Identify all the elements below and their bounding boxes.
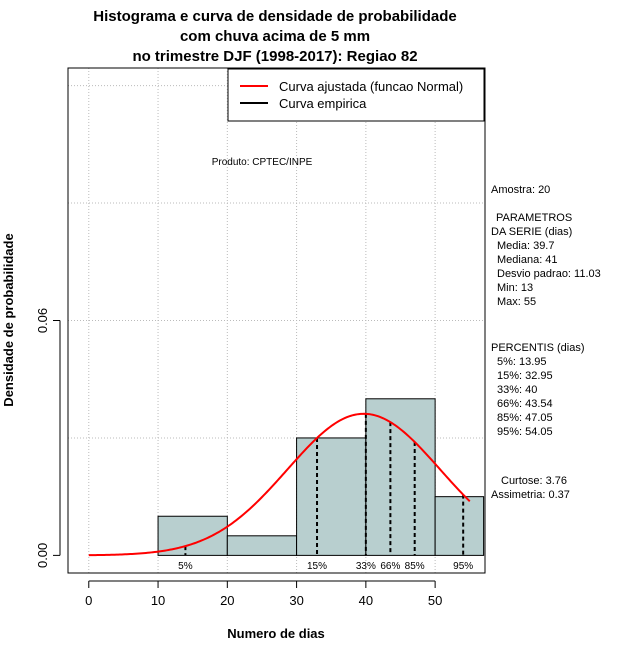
stat-media: Media: 39.7 — [497, 240, 554, 252]
legend: Curva ajustada (funcao Normal) Curva emp… — [227, 68, 485, 122]
percentile-label-1: 15% — [307, 561, 327, 572]
stat-params-title-1: PARAMETROS — [496, 212, 572, 224]
stat-p66: 66%: 43.54 — [497, 398, 553, 410]
histogram-bar-3 — [365, 398, 436, 556]
x-tick-label-2: 20 — [220, 593, 234, 608]
percentile-label-4: 85% — [405, 561, 425, 572]
stat-max: Max: 55 — [497, 296, 536, 308]
stat-percentis-title: PERCENTIS (dias) — [491, 342, 585, 354]
histogram-bar-1 — [226, 535, 298, 556]
percentile-lines: 5% 15% 33% 66% 85% 95% — [178, 413, 473, 572]
stat-p85: 85%: 47.05 — [497, 412, 553, 424]
stat-mediana: Mediana: 41 — [497, 254, 558, 266]
legend-label-normal: Curva ajustada (funcao Normal) — [279, 79, 463, 94]
x-tick-label-1: 10 — [151, 593, 165, 608]
y-tick-label-0: 0.00 — [35, 543, 50, 568]
chart-title-line-1: Histograma e curva de densidade de proba… — [93, 8, 456, 25]
histogram-bar-4 — [434, 496, 485, 556]
x-tick-label-5: 50 — [428, 593, 442, 608]
y-axis-title: Densidade de probabilidade — [1, 233, 16, 406]
stat-desvio: Desvio padrao: 11.03 — [497, 268, 601, 280]
x-axis: 0 10 20 30 40 50 — [85, 580, 442, 608]
x-tick-label-0: 0 — [85, 593, 92, 608]
percentile-label-2: 33% — [356, 561, 376, 572]
x-tick-label-4: 40 — [359, 593, 373, 608]
stat-min: Min: 13 — [497, 282, 533, 294]
stats-panel: Amostra: 20 PARAMETROS DA SERIE (dias) M… — [491, 184, 601, 501]
plot-frame — [67, 67, 486, 574]
x-tick-label-3: 30 — [289, 593, 303, 608]
histogram-bar-2 — [296, 437, 367, 556]
stat-p33: 33%: 40 — [497, 384, 537, 396]
chart-title-line-2: com chuva acima de 5 mm — [180, 28, 370, 45]
legend-box — [227, 68, 485, 122]
percentile-label-5: 95% — [453, 561, 473, 572]
stat-p5: 5%: 13.95 — [497, 356, 547, 368]
stat-params-title-2: DA SERIE (dias) — [491, 226, 572, 238]
stat-amostra: Amostra: 20 — [491, 184, 550, 196]
normal-fit-curve — [88, 412, 471, 557]
percentile-label-0: 5% — [178, 561, 193, 572]
stat-curtose: Curtose: 3.76 — [501, 475, 567, 487]
x-axis-title: Numero de dias — [227, 626, 325, 641]
stat-p15: 15%: 32.95 — [497, 370, 553, 382]
product-note: Produto: CPTEC/INPE — [212, 157, 313, 168]
legend-label-empirical: Curva empirica — [279, 96, 367, 111]
histogram-bars — [157, 398, 485, 556]
y-tick-label-1: 0.06 — [35, 308, 50, 333]
stat-p95: 95%: 54.05 — [497, 426, 553, 438]
percentile-label-3: 66% — [380, 561, 400, 572]
stat-assimetria: Assimetria: 0.37 — [491, 489, 570, 501]
y-axis: 0.00 0.06 — [35, 308, 61, 568]
chart-title-line-3: no trimestre DJF (1998-2017): Regiao 82 — [132, 48, 417, 65]
